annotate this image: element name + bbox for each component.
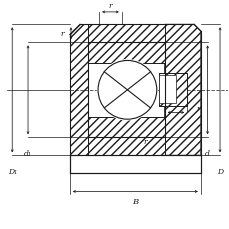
Bar xyxy=(87,43,164,63)
Text: r: r xyxy=(108,2,112,10)
Text: r: r xyxy=(60,30,63,38)
Text: D: D xyxy=(216,167,222,175)
Bar xyxy=(158,74,186,106)
Bar xyxy=(87,138,164,156)
Text: D₁: D₁ xyxy=(8,167,17,175)
Polygon shape xyxy=(70,25,87,156)
Bar xyxy=(87,117,164,138)
Text: B: B xyxy=(132,197,138,205)
Circle shape xyxy=(97,60,157,120)
Circle shape xyxy=(98,61,156,120)
Text: r: r xyxy=(196,104,199,112)
Bar xyxy=(70,156,200,174)
Bar xyxy=(158,76,175,104)
Text: d₁: d₁ xyxy=(24,149,32,157)
Polygon shape xyxy=(164,25,200,156)
Bar xyxy=(87,25,164,43)
Text: r: r xyxy=(142,137,146,145)
Text: d: d xyxy=(204,149,209,157)
